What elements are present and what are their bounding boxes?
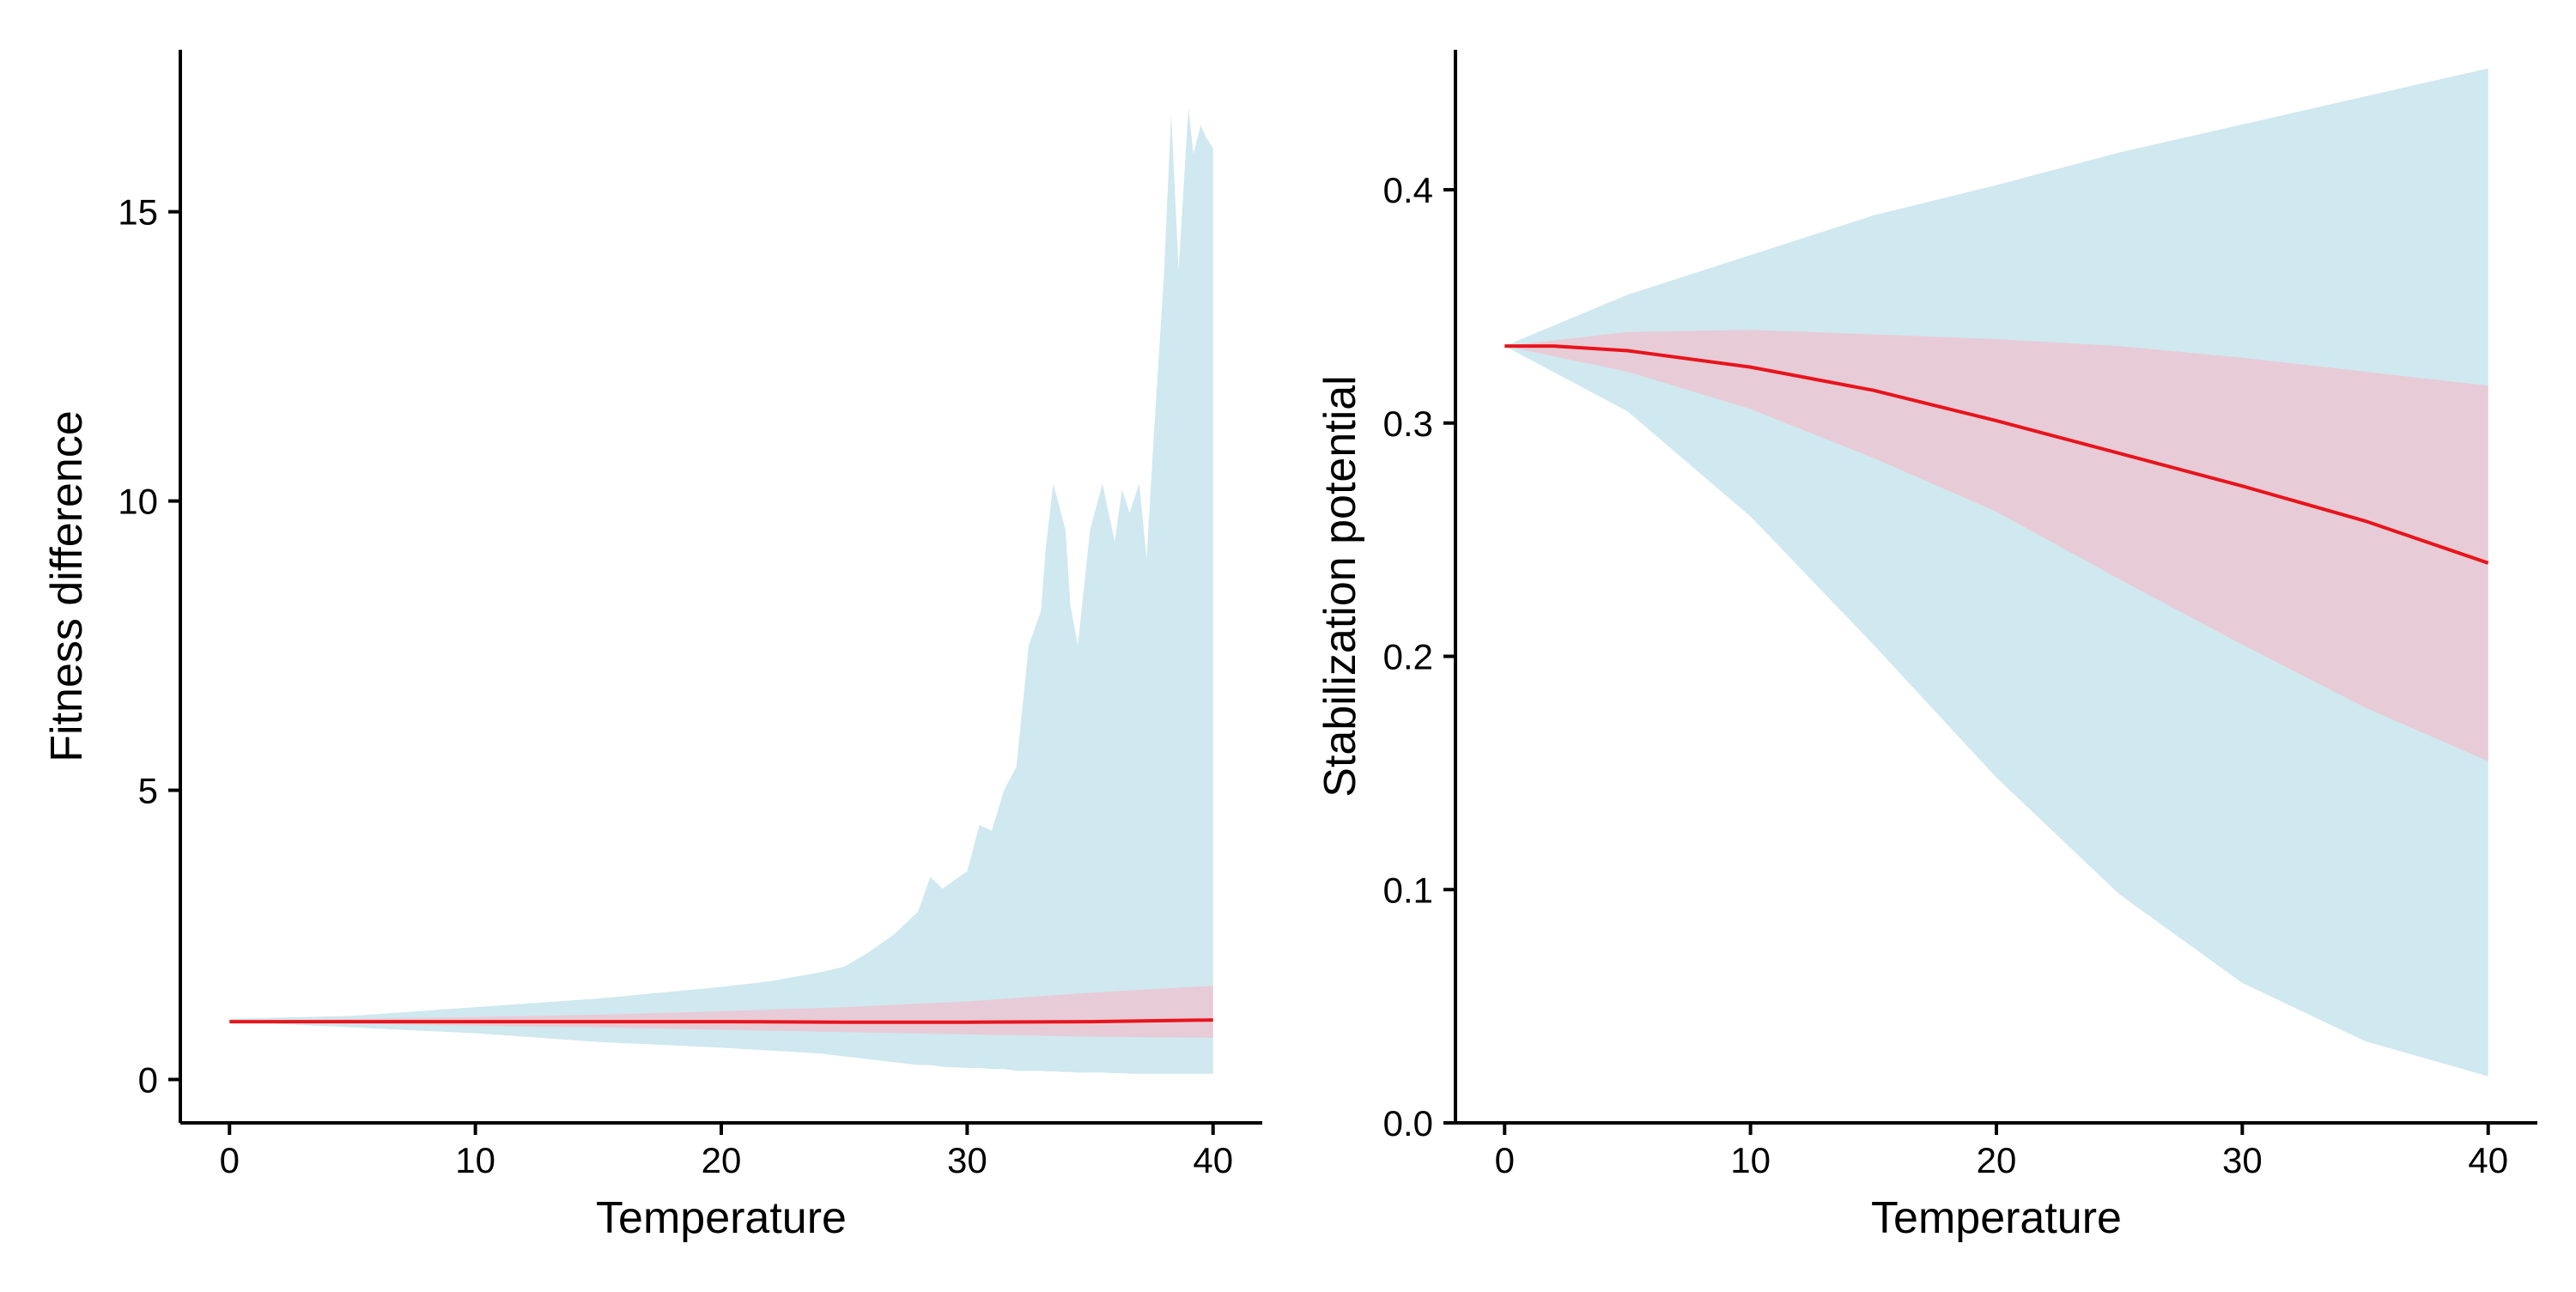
x-tick-label: 10: [1730, 1140, 1771, 1180]
x-tick-label: 10: [455, 1140, 495, 1180]
x-tick-label: 40: [1193, 1140, 1233, 1180]
x-tick-label: 20: [1977, 1140, 2017, 1180]
x-tick-label: 30: [947, 1140, 987, 1180]
x-axis-label: Temperature: [1871, 1193, 2122, 1243]
outer-interval-band: [229, 107, 1213, 1074]
mean-line: [1504, 344, 2489, 565]
y-axis-label: Stabilization potential: [1315, 375, 1365, 797]
outer-interval-band: [1504, 68, 2488, 1077]
y-tick-label: 0.3: [1383, 403, 1433, 444]
y-tick-label: 15: [118, 192, 158, 233]
y-tick-label: 0: [138, 1059, 158, 1100]
inner-interval-band: [229, 986, 1213, 1038]
x-tick-label: 0: [220, 1140, 240, 1180]
chart-panel-1: 0 10 20 30 40 0 5 10 15 Temperature Fitness differ…: [42, 50, 1262, 1243]
chart-panel-2: 0 10 20 30 40 0.0 0.1 0.2 0.3 0.4 Temperature Stabi…: [1315, 50, 2537, 1243]
x-tick-label: 20: [702, 1140, 742, 1180]
y-tick-label: 0.1: [1383, 870, 1433, 910]
y-tick-label: 0.2: [1383, 637, 1433, 677]
y-tick-label: 5: [138, 771, 158, 811]
x-tick-label: 0: [1495, 1140, 1515, 1180]
y-tick-label: 0.4: [1383, 170, 1433, 210]
y-tick-label: 10: [118, 482, 158, 522]
inner-interval-band: [1504, 330, 2488, 761]
mean-line: [229, 1018, 1213, 1024]
x-tick-label: 30: [2222, 1140, 2263, 1180]
y-axis-label: Fitness difference: [42, 410, 92, 761]
x-tick-label: 40: [2468, 1140, 2508, 1180]
x-axis-label: Temperature: [596, 1193, 847, 1243]
y-tick-label: 0.0: [1383, 1103, 1433, 1143]
